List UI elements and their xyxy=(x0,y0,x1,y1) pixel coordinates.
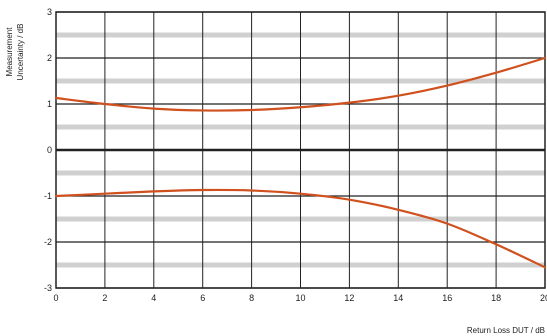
axes xyxy=(55,11,546,289)
y-tick-label: -2 xyxy=(44,237,52,247)
y-tick-label: 1 xyxy=(47,99,52,109)
series-curves xyxy=(54,56,547,269)
y-tick-label: -1 xyxy=(44,191,52,201)
x-tick-label: 18 xyxy=(491,293,501,303)
y-tick-label: -3 xyxy=(44,283,52,293)
y-tick-label: 2 xyxy=(47,53,52,63)
y-tick-label: 3 xyxy=(47,7,52,17)
x-tick-label: 20 xyxy=(540,293,547,303)
y-axis-label-line-1: Measurement xyxy=(5,27,14,77)
x-tick-label: 12 xyxy=(344,293,354,303)
x-axis-label: Return Loss DUT / dB xyxy=(467,326,545,335)
lower-uncertainty-curve xyxy=(54,188,547,269)
x-tick-label: 2 xyxy=(102,293,107,303)
x-tick-label: 10 xyxy=(295,293,305,303)
x-tick-label: 14 xyxy=(393,293,403,303)
upper-uncertainty-curve xyxy=(54,56,547,112)
x-tick-label: 16 xyxy=(442,293,452,303)
gridlines xyxy=(55,11,546,289)
y-tick-label: 0 xyxy=(47,145,52,155)
plot-frame xyxy=(55,11,546,289)
y-axis-label-line-2: Uncertainty / dB xyxy=(16,24,25,81)
x-tick-label: 4 xyxy=(151,293,156,303)
x-tick-label: 6 xyxy=(200,293,205,303)
x-tick-label: 0 xyxy=(53,293,58,303)
x-tick-label: 8 xyxy=(249,293,254,303)
